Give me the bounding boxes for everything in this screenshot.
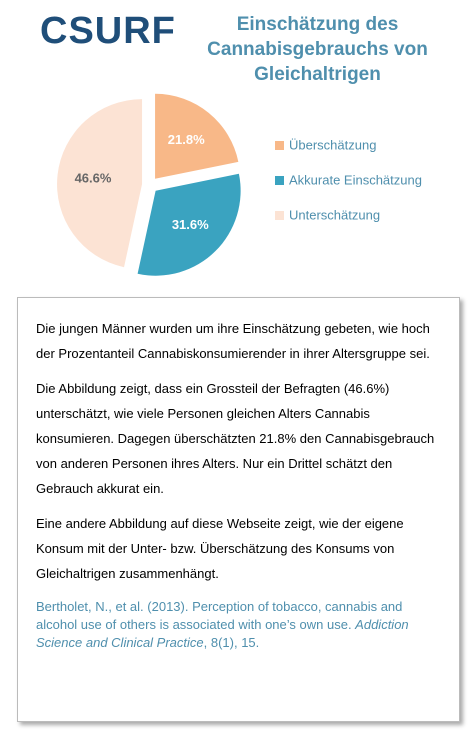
citation-details: , 8(1), 15. [203,635,260,650]
legend-swatch [275,141,284,150]
data-label: 21.8% [168,132,205,147]
citation: Bertholet, N., et al. (2013). Perception… [36,598,441,652]
text-box: Die jungen Männer wurden um ihre Einschä… [17,297,460,722]
pie-slice [137,173,241,276]
chart-title: Einschätzung des Cannabisgebrauchs von G… [207,14,428,85]
paragraph: Eine andere Abbildung auf diese Webseite… [36,516,404,581]
legend-label: Akkurate Einschätzung [289,172,422,187]
chart: 21.8% Überschätzung 31.6% Akkurate Einschät… [57,93,422,276]
data-label: 46.6% [75,170,112,185]
legend-label: Unterschätzung [289,207,380,222]
citation-journal: Addiction Science and Clinical Practice [36,617,409,650]
pie-slice [57,99,143,268]
legend-swatch [275,176,284,185]
logo: CSURF [40,10,176,52]
legend-swatch [275,211,284,220]
pie-slice [155,93,239,179]
legend-label: Überschätzung [289,137,376,152]
paragraph: Die jungen Männer wurden um ihre Einschä… [36,321,430,361]
citation-reference: Bertholet, N., et al. (2013). Perception… [36,599,403,632]
data-label: 31.6% [172,217,209,232]
paragraph: Die Abbildung zeigt, dass ein Grossteil … [36,381,435,496]
